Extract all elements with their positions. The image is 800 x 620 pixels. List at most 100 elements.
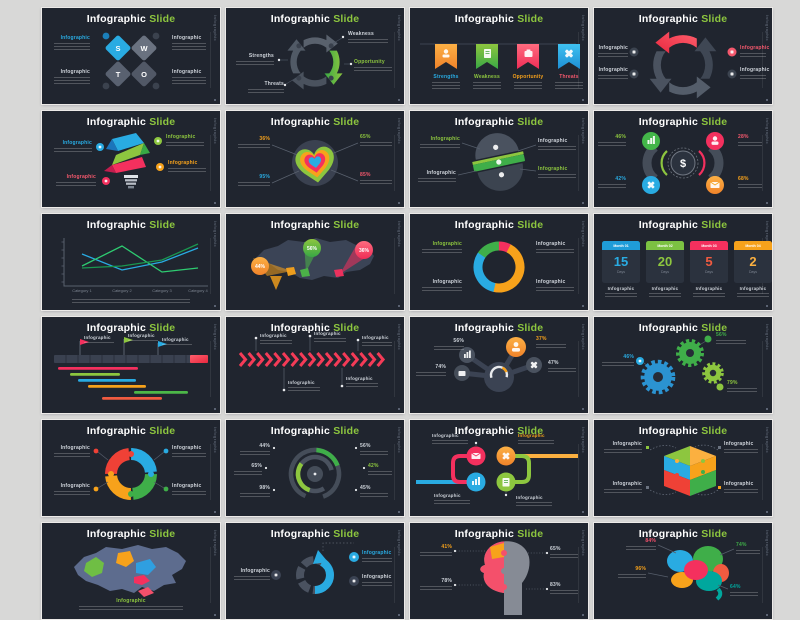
slide-17-puzzle-ring[interactable]: Infographic Slide Infographic Infographi… [42, 420, 220, 516]
slide-title: Infographic Slide [454, 425, 544, 437]
slide-15-circle-cluster[interactable]: Infographic Slide Infographic 56% 37% 74… [410, 317, 588, 413]
slide-01-swot-x[interactable]: Infographic Slide Infographic S W T O In… [42, 8, 220, 104]
slide-24-brain[interactable]: Infographic Slide Infographic 84% 74% 96… [594, 523, 772, 619]
callout-label: Infographic [536, 241, 576, 254]
slide-title: Infographic Slide [638, 219, 728, 231]
slide-title: Infographic Slide [86, 425, 176, 437]
donut-chart [473, 241, 525, 293]
callout-label: Infographic [596, 45, 628, 58]
page-number [397, 201, 400, 204]
callout-label: Strengths [230, 53, 274, 66]
slide-02-cycle-arrows[interactable]: Infographic Slide Infographic Strengths … [226, 8, 404, 104]
slide-07-sphere-slices[interactable]: Infographic Slide Infographic Infographi… [410, 111, 588, 207]
slide-14-chevron-timeline[interactable]: Infographic Slide Infographic Infographi… [226, 317, 404, 413]
percent-label: 42% [596, 176, 626, 189]
svg-text:W: W [140, 44, 148, 53]
series-green [81, 245, 199, 273]
page-number [581, 201, 584, 204]
slide-10-map-beams[interactable]: Infographic Slide Infographic 44% 56% 36… [226, 214, 404, 310]
callout-label: Infographic [260, 333, 296, 346]
card-header: Month 03 [690, 241, 728, 250]
percent-label: 65% [550, 546, 580, 559]
callout-label: Infographic [414, 170, 456, 183]
side-text: Infographic [213, 15, 218, 42]
percent-label: 56% [716, 332, 750, 345]
page-number [581, 98, 584, 101]
callout-label: Infographic [538, 166, 578, 179]
slide-20-puzzle-cube[interactable]: Infographic Slide Infographic Infographi… [594, 420, 772, 516]
slide-23-head-puzzle[interactable]: Infographic Slide Infographic 41% 65% 78… [410, 523, 588, 619]
percent-label: 68% [738, 176, 764, 189]
callout-label: Infographic [172, 35, 208, 51]
page-number [581, 613, 584, 616]
page-number [765, 304, 768, 307]
gantt-bars [58, 367, 188, 400]
callout-label: Infographic [48, 140, 92, 153]
flag-label: Opportunity [511, 74, 545, 90]
slide-12-number-cards[interactable]: Infographic Slide Infographic Month 01 1… [594, 214, 772, 310]
callout-label: Infographic [166, 134, 208, 147]
callout-label: Infographic [724, 441, 762, 454]
slide-title: Infographic Slide [86, 322, 176, 334]
side-text: Infographic [581, 530, 586, 557]
callout-label: Infographic [172, 445, 210, 458]
slide-thumbnail-grid: Infographic Slide Infographic S W T O In… [42, 8, 772, 619]
side-divider [762, 444, 763, 500]
slide-19-process-flow[interactable]: Infographic Slide Infographic Infographi… [410, 420, 588, 516]
slide-title: Infographic Slide [638, 13, 728, 25]
slide-11-donut-chart[interactable]: Infographic Slide Infographic Infographi… [410, 214, 588, 310]
percent-bubble: 56% [307, 246, 318, 252]
slide-09-line-chart[interactable]: Infographic Slide Infographic Category 1… [42, 214, 220, 310]
chevron-arrow-band [238, 334, 386, 392]
callout-label: Infographic [598, 441, 642, 454]
slide-18-radial-rings[interactable]: Infographic Slide Infographic 44% 65% 98… [226, 420, 404, 516]
callout-label: Infographic [48, 69, 90, 85]
side-text: Infographic [581, 427, 586, 454]
slide-21-country-map[interactable]: Infographic Slide Infographic Infographi… [42, 523, 220, 619]
slide-13-gantt[interactable]: Infographic Slide Infographic [42, 317, 220, 413]
svg-text:S: S [115, 44, 120, 53]
slide-06-heart-layers[interactable]: Infographic Slide Infographic 36% 65% 85… [226, 111, 404, 207]
gantt-chart [54, 337, 208, 400]
slide-title: Infographic Slide [454, 116, 544, 128]
slide-title: Infographic Slide [270, 528, 360, 540]
percent-label: 46% [596, 134, 626, 147]
flag-icons [442, 49, 573, 58]
snake-flow-diagram [416, 441, 578, 497]
page-number [213, 304, 216, 307]
card-caption: Infographic [734, 286, 772, 299]
flag-banner-diagram [420, 43, 580, 69]
side-text: Infographic [397, 530, 402, 557]
percent-label: 42% [368, 463, 394, 476]
slide-22-segment-ring[interactable]: Infographic Slide Infographic Infographi… [226, 523, 404, 619]
percent-label: 65% [360, 134, 394, 147]
side-text: Infographic [397, 15, 402, 42]
card-unit: Days [749, 270, 757, 274]
page-number [397, 510, 400, 513]
page-number [397, 98, 400, 101]
side-divider [210, 238, 211, 294]
percent-label: 46% [596, 354, 634, 367]
petal-tip-dot [102, 32, 110, 40]
percent-label: 64% [730, 584, 762, 597]
slide-05-bulb-ribbons[interactable]: Infographic Slide Infographic Infographi… [42, 111, 220, 207]
side-divider [210, 547, 211, 603]
slide-08-money-hub[interactable]: Infographic Slide Infographic $ 46% 28% … [594, 111, 772, 207]
gears-diagram [636, 335, 724, 395]
slide-16-gears[interactable]: Infographic Slide Infographic 46% 56% [594, 317, 772, 413]
percent-label: 96% [614, 566, 646, 579]
card-header: Month 01 [602, 241, 640, 250]
side-text: Infographic [213, 118, 218, 145]
side-divider [394, 238, 395, 294]
slide-04-cycle-arrows-red[interactable]: Infographic Slide Infographic Infographi… [594, 8, 772, 104]
side-text: Infographic [397, 118, 402, 145]
callout-label: Infographic [434, 493, 474, 506]
slide-title: Infographic Slide [270, 219, 360, 231]
slide-03-flag-banners[interactable]: Infographic Slide Infographic Strengths … [410, 8, 588, 104]
card-caption: Infographic [646, 286, 684, 299]
page-number [765, 613, 768, 616]
callout-label: Infographic [172, 69, 208, 85]
callout-label: Infographic [362, 335, 394, 348]
callout-label: Infographic [740, 67, 769, 80]
percent-label: 78% [416, 578, 452, 591]
